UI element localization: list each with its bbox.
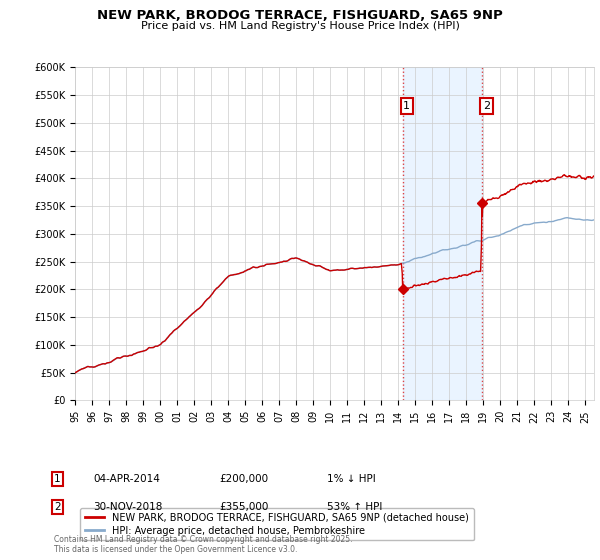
Text: £355,000: £355,000 bbox=[219, 502, 268, 512]
Text: NEW PARK, BRODOG TERRACE, FISHGUARD, SA65 9NP: NEW PARK, BRODOG TERRACE, FISHGUARD, SA6… bbox=[97, 9, 503, 22]
Text: 53% ↑ HPI: 53% ↑ HPI bbox=[327, 502, 382, 512]
Text: 2: 2 bbox=[483, 101, 490, 111]
Text: 2: 2 bbox=[54, 502, 61, 512]
Text: 04-APR-2014: 04-APR-2014 bbox=[93, 474, 160, 484]
Text: 1% ↓ HPI: 1% ↓ HPI bbox=[327, 474, 376, 484]
Text: £200,000: £200,000 bbox=[219, 474, 268, 484]
Bar bbox=[403, 67, 482, 400]
Text: 1: 1 bbox=[403, 101, 410, 111]
Text: Price paid vs. HM Land Registry's House Price Index (HPI): Price paid vs. HM Land Registry's House … bbox=[140, 21, 460, 31]
Legend: NEW PARK, BRODOG TERRACE, FISHGUARD, SA65 9NP (detached house), HPI: Average pri: NEW PARK, BRODOG TERRACE, FISHGUARD, SA6… bbox=[80, 508, 473, 540]
Text: 30-NOV-2018: 30-NOV-2018 bbox=[93, 502, 163, 512]
Text: 1: 1 bbox=[54, 474, 61, 484]
Text: Contains HM Land Registry data © Crown copyright and database right 2025.
This d: Contains HM Land Registry data © Crown c… bbox=[54, 535, 353, 554]
